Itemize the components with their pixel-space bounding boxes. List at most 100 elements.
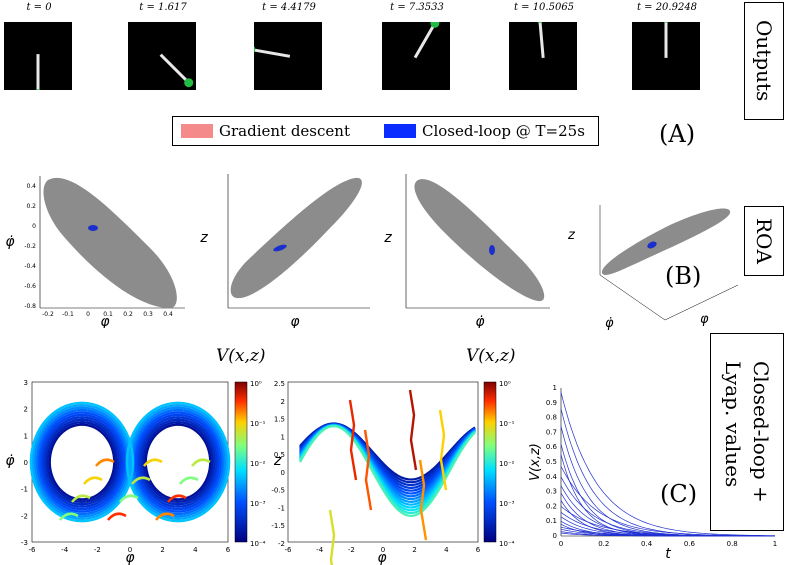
phase2-ytick: -0.5 xyxy=(271,487,285,495)
phase1-ytick: 3 xyxy=(24,379,28,387)
phase1-orbit xyxy=(134,411,222,513)
phase2-cbar-tick: 10⁻² xyxy=(499,460,515,468)
phase2-hot-segment xyxy=(348,399,358,481)
phase1-xtick: 4 xyxy=(193,546,198,554)
cl-label: Closed-loop @ T=25s xyxy=(421,122,585,140)
phase2-xtick: 6 xyxy=(476,546,481,554)
roa1-xtick: 0.1 xyxy=(103,311,113,318)
closed-loop-label-box: Closed-loop + Lyap. values xyxy=(710,333,784,531)
phase1-hot-segment xyxy=(70,494,91,503)
roa-blue-cluster-2 xyxy=(273,244,287,252)
phase1-cbar-tick: 10⁻⁴ xyxy=(250,540,266,548)
phase1-ytick: -2 xyxy=(21,512,28,520)
phase1-hot-segment xyxy=(94,458,115,467)
phase2-hot-segment xyxy=(418,459,428,541)
phase1-hot-segment xyxy=(166,494,187,503)
roa1-xtick: 0.3 xyxy=(143,311,153,318)
decay-xtick: 0 xyxy=(559,540,563,548)
phase1-orbit xyxy=(44,418,120,506)
pendulum-ball-5 xyxy=(663,22,669,23)
pendulum-frame-1 xyxy=(128,22,196,90)
pendulum-rod-2 xyxy=(254,48,291,58)
phase2-xtick: -6 xyxy=(285,546,293,554)
roa1-xtick: -0.2 xyxy=(42,311,54,318)
roa3-xlabel: φ̇ xyxy=(475,314,485,328)
pendulum-rod-3 xyxy=(413,22,437,59)
phase1-colorbar xyxy=(234,381,248,543)
roa-region-3 xyxy=(414,179,545,302)
phase2-cbar-tick: 10⁻¹ xyxy=(499,420,515,428)
phase1-cbar-tick: 10⁰ xyxy=(250,380,262,388)
outputs-label-box: Outputs xyxy=(744,2,784,120)
pendulum-ball-3 xyxy=(430,22,440,28)
phase1-orbit xyxy=(136,413,220,511)
phase2-cbar-tick: 10⁰ xyxy=(499,380,511,388)
pendulum-rod-4 xyxy=(538,22,545,59)
roa4-zlabel: z xyxy=(567,228,576,243)
phase2-xtick: 4 xyxy=(444,546,449,554)
phase2-hot-segment xyxy=(408,389,418,471)
phase2-hot-segment xyxy=(438,409,448,491)
pendulum-frame-2 xyxy=(254,22,322,90)
phase1-cbar-tick: 10⁻³ xyxy=(250,500,266,508)
closed-loop-label: Closed-loop + Lyap. values xyxy=(721,361,773,503)
phase2-hot-segment xyxy=(363,429,373,511)
phase1-orbit xyxy=(131,408,225,516)
gd-swatch xyxy=(181,124,213,138)
roa-plot-2: φ z xyxy=(199,174,370,328)
phase1-orbit xyxy=(140,418,216,506)
phase1-hot-segment xyxy=(118,494,139,503)
phase1-orbit xyxy=(46,420,118,504)
roa2-ylabel: z xyxy=(199,230,208,246)
phase2-ytick: 0 xyxy=(281,469,285,477)
phase1-hot-segment xyxy=(142,458,163,467)
decay-xtick: 1 xyxy=(773,540,777,548)
phase2-ytick: 1 xyxy=(281,433,285,441)
roa1-xtick: 0.4 xyxy=(163,311,173,318)
phase1-orbit xyxy=(33,406,131,518)
pendulum-frame-3 xyxy=(382,22,450,90)
decay-ytick: 0.1 xyxy=(546,517,557,525)
phase1-hot-segment xyxy=(82,476,103,485)
decay-ytick: 0.4 xyxy=(546,473,558,481)
decay-xtick: 0.2 xyxy=(598,540,609,548)
phase2-xlabel: φ xyxy=(377,550,387,565)
decay-ytick: 0.5 xyxy=(546,458,557,466)
frame-time-3: t = 7.3533 xyxy=(390,2,444,13)
frame-time-5: t = 20.9248 xyxy=(636,2,698,13)
roa4-xlabel: φ xyxy=(700,312,709,327)
decay-ytick: 0.2 xyxy=(546,502,557,510)
roa4-ylabel: φ̇ xyxy=(605,316,614,331)
decay-curve xyxy=(560,392,775,536)
phase2-ytick: -2 xyxy=(278,540,285,548)
phase1-orbit xyxy=(127,404,229,520)
roa1-ytick: -0.8 xyxy=(24,303,36,310)
decay-ylabel: V(x,z) xyxy=(528,443,543,481)
panel-a-label: (A) xyxy=(659,120,696,148)
phase1-orbit xyxy=(29,401,135,523)
phase1-xlabel: φ xyxy=(125,550,135,565)
roa1-ytick: 0.4 xyxy=(26,183,36,190)
decay-xtick: 0.6 xyxy=(684,540,696,548)
roa2-xlabel: φ xyxy=(290,314,300,328)
roa-region-1 xyxy=(43,177,177,308)
phase1-hot-segment xyxy=(178,476,199,485)
roa1-ytick: -0.4 xyxy=(24,263,36,270)
phase2-hot-segment xyxy=(328,509,336,565)
phase1-orbit xyxy=(138,416,218,508)
phase2-ylabel: z xyxy=(273,453,282,469)
phase1-orbit xyxy=(40,413,124,511)
phase1-cbar-tick: 10⁻² xyxy=(250,460,266,468)
decay-ytick: 0.7 xyxy=(546,428,557,436)
phase1-hot-segment xyxy=(154,512,175,521)
roa-region-2 xyxy=(230,177,362,299)
phase1-ytick: 2 xyxy=(24,406,28,414)
phase1-cbar-tick: 10⁻¹ xyxy=(250,420,266,428)
roa-blue-cluster-3d xyxy=(647,241,657,249)
phase2-xtick: -2 xyxy=(348,546,355,554)
phase2-xtick: 0 xyxy=(381,546,385,554)
decay-ytick: 0.8 xyxy=(546,414,557,422)
legend: Gradient descent Closed-loop @ T=25s xyxy=(172,116,599,146)
frame-time-1: t = 1.617 xyxy=(139,2,187,13)
frame-time-4: t = 10.5065 xyxy=(513,2,575,13)
